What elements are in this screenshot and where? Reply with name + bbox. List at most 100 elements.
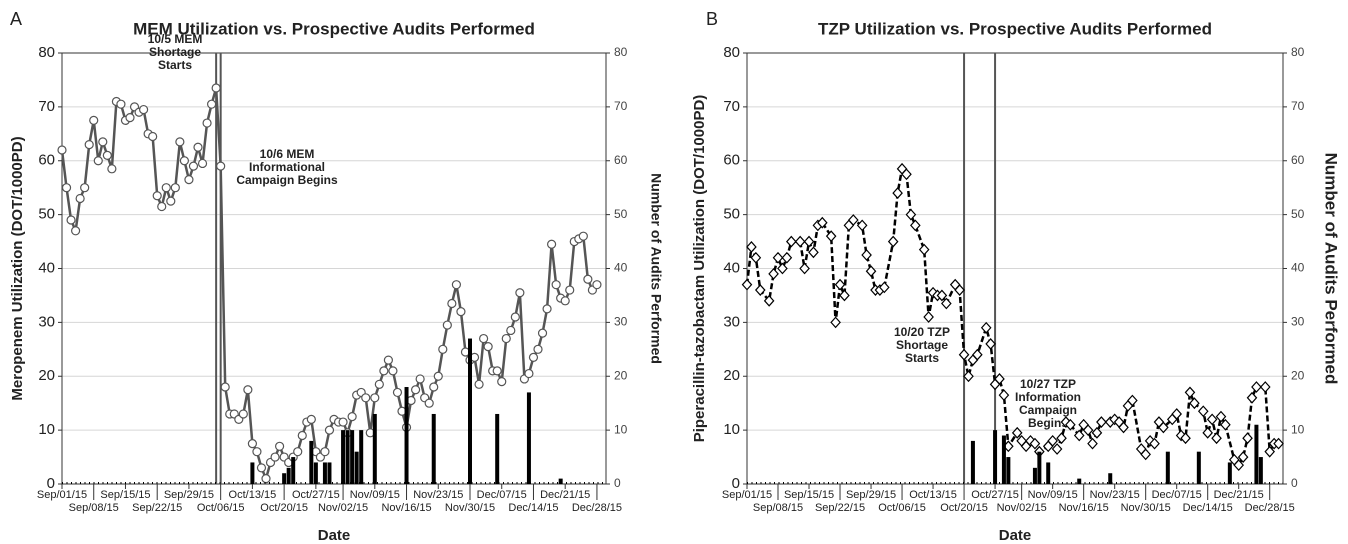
marker (1118, 421, 1129, 434)
marker (537, 328, 548, 338)
marker (794, 235, 806, 248)
marker (910, 219, 921, 232)
bar (468, 338, 472, 484)
y-tick-label: 50 (723, 206, 740, 223)
marker (320, 447, 330, 457)
marker (583, 274, 593, 284)
marker (1175, 429, 1187, 442)
y2-tick-label: 50 (614, 207, 628, 221)
marker (93, 156, 103, 166)
marker (116, 99, 126, 109)
bar (327, 462, 332, 484)
bar (1196, 451, 1201, 484)
marker (578, 231, 588, 241)
marker (980, 321, 992, 334)
marker (1171, 408, 1182, 420)
marker (1073, 429, 1085, 442)
bar (350, 430, 355, 484)
y-tick-label: 70 (38, 98, 55, 115)
y-tick-label: 60 (723, 152, 740, 169)
bar (1227, 462, 1232, 484)
x-tick-label: Oct/27/15 (971, 489, 1019, 501)
bar (1032, 467, 1037, 484)
marker (75, 193, 85, 204)
y-tick-label: 10 (38, 421, 55, 438)
marker (892, 187, 903, 199)
marker (524, 368, 534, 379)
marker (816, 216, 828, 229)
marker (1127, 394, 1138, 407)
x-tick-label: Oct/06/15 (878, 502, 926, 514)
marker (247, 438, 257, 449)
marker (542, 304, 552, 314)
marker (1047, 435, 1058, 447)
marker (825, 230, 837, 243)
marker (1180, 432, 1191, 445)
marker (865, 265, 877, 278)
bar (1254, 424, 1259, 484)
marker (501, 333, 511, 344)
marker (741, 278, 753, 291)
line (745, 165, 1279, 468)
x-tick-label: Oct/06/15 (197, 502, 245, 514)
y-axis-label: Piperacillin-tazobactam Utilization (DOT… (691, 95, 708, 443)
y-tick-label: 80 (723, 44, 740, 61)
marker (392, 387, 403, 398)
marker (1082, 424, 1094, 437)
x-tick-label: Dec/14/15 (1183, 502, 1233, 514)
marker (202, 118, 212, 128)
y2-tick-label: 10 (614, 422, 628, 436)
y2-tick-label: 20 (614, 368, 628, 382)
marker (839, 289, 850, 302)
marker (261, 474, 271, 484)
x-tick-label: Dec/28/15 (1245, 502, 1295, 514)
y2-tick-label: 70 (1291, 99, 1305, 113)
marker (70, 226, 81, 236)
y2-tick-label: 40 (614, 261, 628, 275)
panel-label: A (10, 9, 22, 29)
marker (985, 338, 996, 350)
bar (526, 392, 531, 484)
bar (341, 430, 346, 484)
marker (994, 373, 1005, 385)
marker (941, 297, 952, 310)
marker (1264, 445, 1276, 458)
marker (1011, 426, 1023, 439)
marker (1144, 435, 1156, 447)
bar (495, 413, 500, 484)
marker (184, 175, 194, 185)
y2-axis-label: Number of Audits Performed (1322, 153, 1341, 385)
x-tick-label: Nov/09/15 (1028, 489, 1078, 501)
annotation: Campaign Begins (236, 173, 338, 187)
marker (887, 235, 899, 248)
y-tick-label: 30 (723, 313, 740, 330)
marker (954, 284, 965, 296)
marker (972, 348, 983, 361)
marker (936, 289, 948, 302)
x-tick-label: Sep/08/15 (69, 502, 119, 514)
y-tick-label: 20 (723, 367, 740, 384)
marker (61, 183, 72, 193)
x-tick-label: Sep/01/15 (722, 489, 772, 501)
marker (270, 452, 280, 462)
marker (565, 285, 575, 295)
marker (754, 284, 766, 296)
marker (451, 280, 461, 290)
annotation: 10/20 TZP (894, 325, 950, 339)
marker (388, 366, 398, 376)
x-tick-label: Sep/22/15 (815, 502, 865, 514)
marker (1029, 437, 1041, 450)
y-tick-label: 40 (723, 259, 740, 276)
y2-tick-label: 40 (1291, 261, 1305, 275)
marker (1211, 432, 1222, 445)
x-tick-label: Nov/09/15 (350, 489, 400, 501)
marker (1109, 413, 1120, 426)
y2-axis-label: Number of Audits Performed (648, 173, 664, 364)
annotation: Begins (1028, 416, 1068, 430)
marker (1215, 410, 1227, 423)
marker (89, 115, 99, 125)
marker (506, 325, 516, 336)
marker (1251, 381, 1262, 393)
x-tick-label: Sep/15/15 (784, 489, 834, 501)
bar (404, 387, 409, 484)
